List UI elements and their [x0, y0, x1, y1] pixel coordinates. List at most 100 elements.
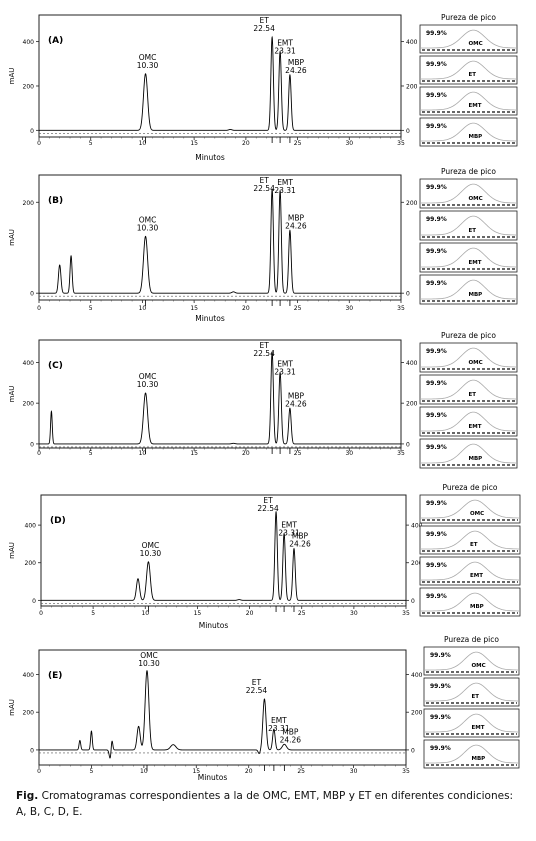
- x-tick-label: 0: [37, 450, 41, 457]
- purity-title: Pureza de pico: [444, 635, 499, 644]
- purity-box: [423, 646, 520, 676]
- purity-curve: [420, 247, 517, 268]
- x-tick-label: 10: [141, 610, 149, 617]
- peak-label-omc: OMC: [139, 53, 157, 62]
- peak-time-omc: 10.30: [137, 61, 159, 70]
- purity-curve: [420, 411, 517, 432]
- purity-compound-emt: EMT: [469, 260, 482, 266]
- y-tick-label: 0: [30, 291, 34, 298]
- panel-label: (B): [48, 196, 63, 206]
- purity-compound-mbp: MBP: [469, 456, 483, 462]
- purity-curve: [420, 530, 520, 550]
- y-tick-label-right: 0: [406, 128, 410, 135]
- purity-panel: Pureza de pico 99.9% OMC 99.9% ET 99.9% EMT 99.…: [423, 635, 520, 769]
- purity-compound-mbp: MBP: [470, 604, 484, 610]
- x-axis-label: Minutos: [199, 621, 229, 630]
- y-tick-label-right: 200: [411, 560, 423, 567]
- purity-curve: [420, 347, 517, 368]
- y-tick-label-right: 0: [411, 598, 415, 605]
- peak-time-et: 22.54: [253, 184, 275, 193]
- peak-time-et: 22.54: [257, 504, 279, 513]
- y-tick-label: 400: [25, 523, 37, 530]
- purity-curve: [424, 651, 519, 671]
- purity-compound-et: ET: [470, 542, 478, 548]
- purity-title: Pureza de pico: [441, 167, 496, 176]
- purity-box: [419, 587, 521, 617]
- peak-time-emt: 23.31: [274, 368, 296, 377]
- purity-curve: [420, 499, 520, 519]
- y-tick-label-right: 400: [406, 39, 418, 46]
- peak-label-et: ET: [259, 16, 269, 25]
- purity-compound-omc: OMC: [472, 663, 486, 669]
- peak-label-emt: EMT: [281, 521, 297, 530]
- chromatogram-trace: [39, 35, 401, 131]
- y-tick-label-right: 200: [406, 83, 418, 90]
- peak-time-emt: 23.31: [274, 47, 296, 56]
- y-axis-label: mAU: [8, 386, 16, 403]
- chromatogram-trace: [41, 510, 406, 601]
- purity-compound-omc: OMC: [469, 360, 483, 366]
- purity-value: 99.9%: [426, 61, 447, 68]
- x-tick-label: 30: [345, 450, 353, 457]
- y-tick-label-right: 200: [406, 200, 418, 207]
- x-tick-label: 0: [39, 610, 43, 617]
- purity-compound-omc: OMC: [469, 196, 483, 202]
- purity-compound-emt: EMT: [469, 103, 482, 109]
- peak-label-et: ET: [259, 341, 269, 350]
- purity-value: 99.9%: [426, 30, 447, 37]
- chromatogram-trace: [39, 350, 401, 445]
- x-tick-label: 10: [140, 768, 148, 775]
- purity-value: 99.9%: [426, 380, 447, 387]
- y-tick-label-right: 0: [411, 747, 415, 754]
- purity-box: [419, 556, 521, 586]
- purity-title: Pureza de pico: [443, 483, 498, 492]
- x-tick-label: 30: [350, 610, 358, 617]
- peak-label-omc: OMC: [139, 215, 157, 224]
- x-tick-label: 10: [139, 450, 147, 457]
- purity-box: [419, 24, 518, 54]
- purity-curve: [420, 91, 517, 111]
- purity-curve: [424, 682, 519, 702]
- purity-box: [419, 117, 518, 147]
- x-tick-label: 30: [345, 140, 353, 147]
- y-tick-label: 200: [23, 710, 35, 717]
- y-tick-label-right: 0: [406, 441, 410, 448]
- y-tick-label-right: 0: [406, 291, 410, 298]
- purity-compound-emt: EMT: [469, 424, 482, 430]
- plot-frame: [38, 14, 402, 138]
- peak-time-omc: 10.30: [138, 659, 160, 668]
- purity-curve: [420, 561, 520, 581]
- purity-box: [419, 374, 518, 405]
- x-tick-label: 15: [190, 305, 198, 312]
- purity-compound-omc: OMC: [469, 41, 483, 47]
- purity-curve: [420, 215, 517, 236]
- purity-box: [423, 708, 520, 738]
- y-axis-label: mAU: [8, 542, 16, 559]
- peak-time-et: 22.54: [253, 349, 275, 358]
- peak-label-omc: OMC: [142, 541, 160, 550]
- purity-compound-et: ET: [472, 694, 480, 700]
- purity-panel: Pureza de pico 99.9% OMC 99.9% ET 99.9% EMT 99.…: [419, 167, 518, 305]
- purity-title: Pureza de pico: [441, 331, 496, 340]
- peak-label-mbp: MBP: [282, 727, 299, 736]
- purity-box: [423, 677, 520, 707]
- purity-panel: Pureza de pico 99.9% OMC 99.9% ET 99.9% EMT 99.…: [419, 331, 518, 469]
- y-tick-label: 200: [23, 200, 35, 207]
- y-axis-label: mAU: [8, 699, 16, 716]
- purity-value: 99.9%: [426, 216, 447, 223]
- purity-compound-emt: EMT: [472, 725, 485, 731]
- purity-value: 99.9%: [426, 348, 447, 355]
- x-tick-label: 25: [297, 768, 305, 775]
- purity-value: 99.9%: [426, 412, 447, 419]
- panel-label: (C): [48, 361, 63, 371]
- x-tick-label: 30: [345, 305, 353, 312]
- plot-frame: [38, 649, 407, 766]
- purity-value: 99.9%: [430, 714, 451, 721]
- peak-time-omc: 10.30: [140, 549, 162, 558]
- x-tick-label: 15: [194, 610, 202, 617]
- purity-title: Pureza de pico: [441, 13, 496, 22]
- purity-compound-et: ET: [469, 228, 477, 234]
